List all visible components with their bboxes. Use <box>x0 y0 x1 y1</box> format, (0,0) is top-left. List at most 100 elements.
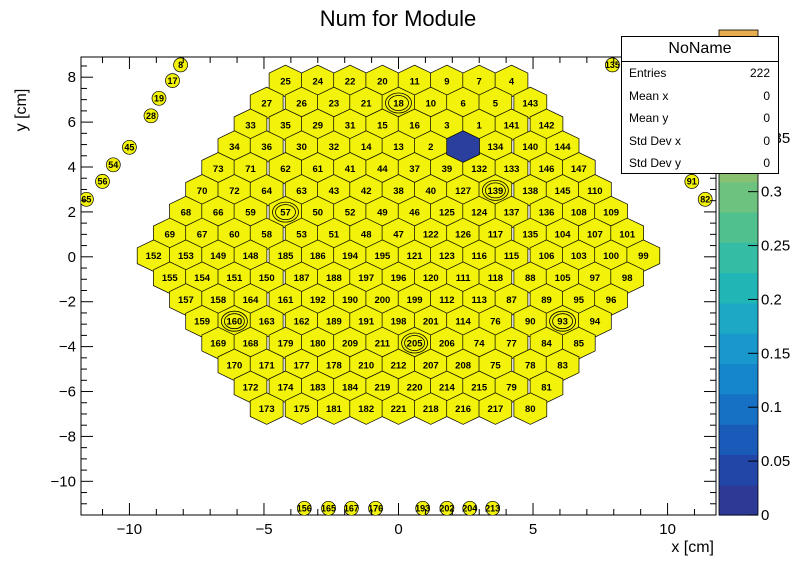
module-label: 96 <box>606 295 617 306</box>
stats-row-std-y: Std Dev y 0 <box>622 152 778 175</box>
palette-tick-label: 0.05 <box>761 453 790 470</box>
module-label: 88 <box>525 273 536 284</box>
module-label: 217 <box>487 404 503 415</box>
module-label: 62 <box>280 164 291 175</box>
palette-tick-label: 0 <box>761 507 769 524</box>
module-label: 186 <box>310 251 326 262</box>
module-label: 144 <box>555 142 572 153</box>
outer-module-cell <box>344 500 359 515</box>
module-label: 81 <box>541 382 552 393</box>
y-tick-label: −10 <box>51 473 76 490</box>
module-label: 134 <box>487 142 504 153</box>
module-label: 159 <box>194 317 210 328</box>
module-label: 3 <box>444 120 449 131</box>
palette-tick-label: 0.3 <box>761 184 782 201</box>
module-label: 182 <box>358 404 374 415</box>
module-label: 171 <box>259 360 276 371</box>
outer-module-cell <box>143 108 159 124</box>
module-label: 170 <box>226 360 242 371</box>
outer-module-label: 17 <box>167 76 177 86</box>
module-label: 177 <box>294 360 310 371</box>
module-label: 106 <box>539 251 555 262</box>
outer-module-cell <box>81 191 94 207</box>
x-tick-label: −5 <box>255 521 272 538</box>
module-label: 113 <box>472 295 487 306</box>
module-label: 135 <box>522 229 539 240</box>
module-label: 72 <box>229 186 240 197</box>
module-label: 35 <box>280 120 291 131</box>
module-label: 97 <box>590 273 601 284</box>
module-ring <box>552 313 573 330</box>
y-tick-label: −6 <box>59 384 76 401</box>
module-label: 87 <box>506 295 517 306</box>
palette-segment <box>719 333 758 364</box>
module-label: 49 <box>377 208 388 219</box>
module-label: 109 <box>603 208 619 219</box>
stats-label: Entries <box>629 66 667 80</box>
y-tick-label: 4 <box>68 159 76 176</box>
module-label: 200 <box>374 295 390 306</box>
module-label: 66 <box>213 208 224 219</box>
module-label: 214 <box>439 382 456 393</box>
module-ring <box>549 310 576 332</box>
palette-segment <box>719 454 758 486</box>
outer-module-label: 45 <box>124 143 134 153</box>
module-label: 75 <box>490 360 501 371</box>
module-label: 22 <box>345 77 356 88</box>
module-label: 115 <box>504 251 520 262</box>
outer-module-label: 165 <box>321 504 336 514</box>
y-tick-label: 2 <box>68 204 76 221</box>
module-label: 157 <box>178 295 194 306</box>
stats-title: NoName <box>622 37 778 62</box>
module-label: 26 <box>296 99 307 110</box>
module-label: 59 <box>245 208 256 219</box>
module-label: 215 <box>471 382 488 393</box>
palette-segment <box>719 181 758 213</box>
module-label: 10 <box>426 99 437 110</box>
module-label: 169 <box>210 339 226 350</box>
module-label: 192 <box>310 295 326 306</box>
module-label: 114 <box>455 317 471 328</box>
module-cell <box>249 392 284 425</box>
x-tick-label: 5 <box>529 521 537 538</box>
stats-value: 0 <box>763 111 770 125</box>
module-label: 133 <box>504 164 520 175</box>
stats-box: NoName Entries 222 Mean x 0 Mean y 0 Std De… <box>621 36 779 174</box>
palette-segment <box>719 242 758 274</box>
module-label: 14 <box>361 142 372 153</box>
outer-module-label: 54 <box>108 160 118 170</box>
outer-module-cell <box>151 90 167 106</box>
x-tick-label: 10 <box>659 521 676 538</box>
y-tick-label: 6 <box>68 114 76 131</box>
module-label: 1 <box>477 120 483 131</box>
module-label: 124 <box>471 208 488 219</box>
module-label: 187 <box>294 273 310 284</box>
y-tick-label: −8 <box>59 428 76 445</box>
module-label: 173 <box>259 404 275 415</box>
outer-module-cell <box>462 500 478 515</box>
outer-module-cell <box>485 500 501 515</box>
module-label: 108 <box>571 208 587 219</box>
module-label: 123 <box>439 251 455 262</box>
module-ring <box>401 332 429 354</box>
module-label: 211 <box>375 339 391 350</box>
outer-module-label: 8 <box>178 60 183 70</box>
palette-segment <box>719 272 758 304</box>
stats-label: Std Dev x <box>629 133 682 148</box>
module-label: 76 <box>490 317 501 328</box>
palette-segment <box>719 302 758 334</box>
module-label: 89 <box>541 295 552 306</box>
module-label: 172 <box>243 382 259 393</box>
module-label: 74 <box>474 339 485 350</box>
outer-module-cell <box>296 500 312 515</box>
palette-segment <box>719 393 758 425</box>
y-tick-label: −2 <box>59 294 76 311</box>
module-label: 5 <box>493 99 499 110</box>
module-label: 69 <box>165 229 176 240</box>
outer-module-label: 135 <box>605 60 620 70</box>
module-label: 27 <box>261 99 272 110</box>
module-label: 194 <box>342 251 359 262</box>
module-label: 216 <box>455 404 471 415</box>
module-label: 41 <box>345 164 356 175</box>
module-label: 61 <box>313 164 324 175</box>
